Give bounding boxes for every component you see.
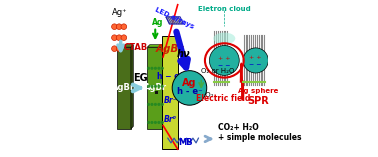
Circle shape: [161, 121, 164, 124]
Circle shape: [172, 71, 207, 105]
Circle shape: [150, 121, 153, 124]
Circle shape: [121, 35, 127, 41]
Circle shape: [116, 46, 122, 51]
Text: Eletron cloud: Eletron cloud: [198, 6, 251, 12]
Circle shape: [161, 67, 164, 70]
Text: SPR: SPR: [247, 96, 269, 106]
Circle shape: [147, 103, 150, 106]
Circle shape: [112, 24, 117, 30]
Text: h − e⁻: h − e⁻: [157, 72, 183, 81]
Circle shape: [154, 85, 157, 88]
Circle shape: [116, 24, 122, 30]
Circle shape: [157, 103, 160, 106]
Bar: [162, 36, 178, 149]
Polygon shape: [117, 45, 133, 47]
Text: h - e⁻: h - e⁻: [177, 87, 202, 96]
Text: ·O₂: ·O₂: [203, 92, 214, 98]
Text: O₂ or H₂O: O₂ or H₂O: [201, 68, 235, 74]
Text: MB: MB: [178, 138, 192, 147]
Ellipse shape: [213, 32, 235, 44]
Polygon shape: [147, 47, 163, 129]
Circle shape: [157, 67, 160, 70]
Polygon shape: [147, 45, 166, 47]
Circle shape: [161, 103, 164, 106]
Text: Ag: Ag: [152, 19, 164, 27]
Text: AgBr: AgBr: [144, 83, 167, 92]
Circle shape: [147, 67, 150, 70]
Circle shape: [243, 48, 268, 73]
Text: Ag⁺: Ag⁺: [112, 8, 128, 17]
Text: CTAB: CTAB: [124, 43, 148, 52]
Circle shape: [112, 46, 117, 51]
Text: CO₂+ H₂O
+ simple molecules: CO₂+ H₂O + simple molecules: [218, 123, 302, 142]
Circle shape: [147, 121, 150, 124]
Circle shape: [150, 103, 153, 106]
Circle shape: [157, 121, 160, 124]
Circle shape: [154, 67, 157, 70]
Text: Electric field: Electric field: [196, 94, 251, 103]
Circle shape: [154, 121, 157, 124]
Polygon shape: [163, 45, 166, 129]
Polygon shape: [117, 47, 131, 129]
Text: AgBr: AgBr: [112, 83, 135, 92]
Circle shape: [116, 35, 122, 41]
Circle shape: [121, 24, 127, 30]
Circle shape: [161, 85, 164, 88]
Circle shape: [209, 46, 239, 75]
Circle shape: [154, 103, 157, 106]
Text: + +: + +: [249, 55, 262, 60]
Text: AgBr: AgBr: [156, 44, 184, 54]
Text: − −: − −: [249, 62, 262, 67]
Text: + +: + +: [218, 56, 231, 61]
Text: Ag sphere: Ag sphere: [238, 88, 278, 94]
Text: hν: hν: [177, 49, 190, 59]
Text: EG: EG: [133, 73, 148, 83]
Text: − −: − −: [218, 63, 231, 68]
Text: Ag: Ag: [182, 78, 197, 88]
Circle shape: [150, 85, 153, 88]
Text: Br⁻: Br⁻: [163, 96, 177, 105]
Circle shape: [112, 35, 117, 41]
Circle shape: [150, 67, 153, 70]
Text: LED arrays: LED arrays: [154, 6, 195, 30]
Bar: [155, 91, 158, 94]
Circle shape: [147, 85, 150, 88]
Polygon shape: [131, 45, 133, 129]
Circle shape: [157, 85, 160, 88]
Text: Br⁰: Br⁰: [164, 115, 177, 124]
